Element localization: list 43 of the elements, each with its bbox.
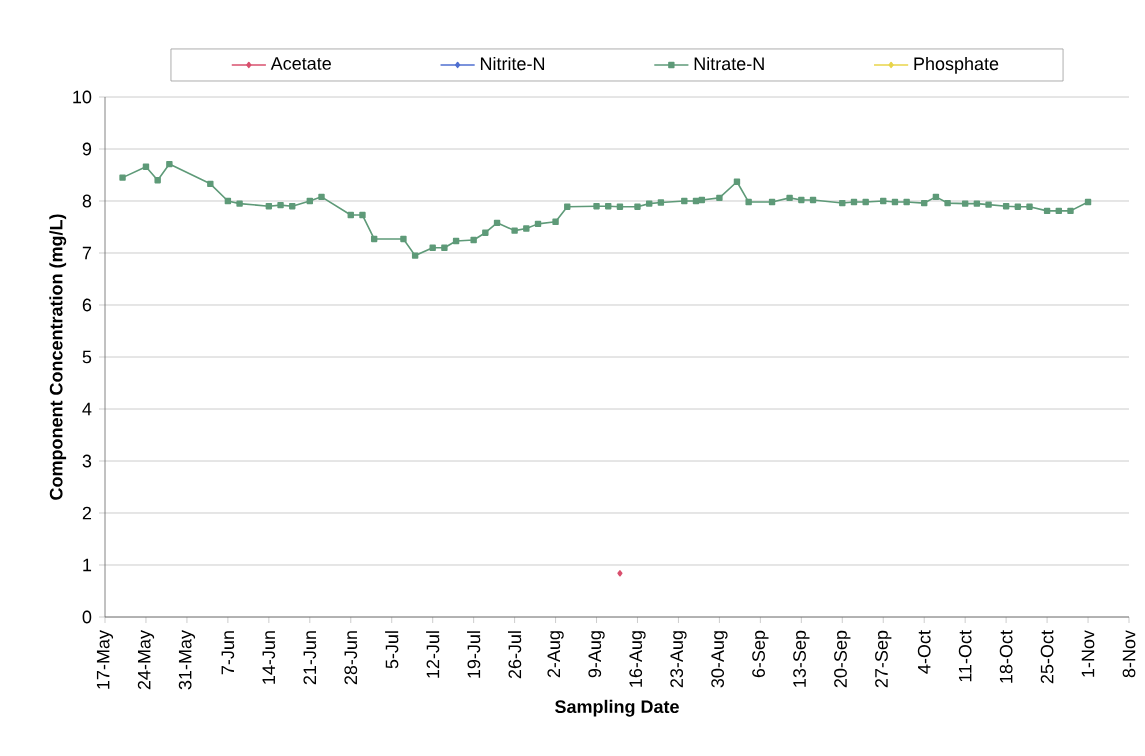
y-tick-label: 1 xyxy=(83,558,92,572)
x-tick-label: 7-Jun xyxy=(221,631,235,675)
x-tick-label: 31-May xyxy=(178,630,196,690)
legend-label: Nitrate-N xyxy=(694,56,764,71)
legend-label: Nitrite-N xyxy=(480,56,545,71)
x-tick-label: 23-Aug xyxy=(670,631,687,688)
x-tick-label: 21-Jun xyxy=(303,631,317,685)
x-tick-label: 18-Oct xyxy=(999,630,1013,683)
legend-label: Acetate xyxy=(270,57,331,70)
y-tick-label: 3 xyxy=(82,454,92,468)
x-tick-label: 26-Jul xyxy=(507,631,522,679)
x-tick-label: 12-Jul xyxy=(426,631,440,678)
x-tick-label: 13-Sep xyxy=(793,630,810,687)
x-tick-label: 6-Sep xyxy=(752,630,769,678)
x-tick-label: 1-Nov xyxy=(1081,630,1095,677)
legend-label: Phosphate xyxy=(914,56,999,74)
y-tick-label: 4 xyxy=(82,402,92,416)
y-tick-label: 0 xyxy=(82,610,92,624)
y-tick-label: 6 xyxy=(82,298,92,312)
x-tick-label: 19-Jul xyxy=(467,631,481,678)
x-tick-label: 9-Aug xyxy=(588,631,605,678)
y-tick-label: 2 xyxy=(82,506,92,520)
x-tick-label: 8-Nov xyxy=(1122,630,1136,678)
x-tick-label: 25-Oct xyxy=(1040,630,1054,684)
x-tick-label: 5-Jul xyxy=(385,631,399,669)
x-tick-label: 11-Oct xyxy=(958,630,972,682)
x-tick-label: 28-Jun xyxy=(344,631,358,685)
y-tick-label: 10 xyxy=(73,90,92,104)
y-tick-label: 7 xyxy=(82,246,92,260)
x-tick-label: 30-Aug xyxy=(711,631,728,688)
x-tick-label: 27-Sep xyxy=(875,630,892,688)
x-tick-label: 16-Aug xyxy=(629,631,646,687)
x-tick-label: 2-Aug xyxy=(547,631,564,678)
x-tick-label: 14-Jun xyxy=(262,631,276,684)
x-axis-title: Sampling Date xyxy=(555,699,679,717)
y-axis-title: Component Concentration (mg/L) xyxy=(49,214,67,500)
x-tick-label: 4-Oct xyxy=(917,630,931,674)
y-tick-label: 9 xyxy=(82,142,92,156)
x-tick-label: 17-May xyxy=(96,630,114,689)
y-tick-label: 8 xyxy=(82,194,92,208)
x-tick-label: 20-Sep xyxy=(834,630,851,688)
x-tick-label: 24-May xyxy=(137,630,155,690)
y-tick-label: 5 xyxy=(82,350,92,364)
